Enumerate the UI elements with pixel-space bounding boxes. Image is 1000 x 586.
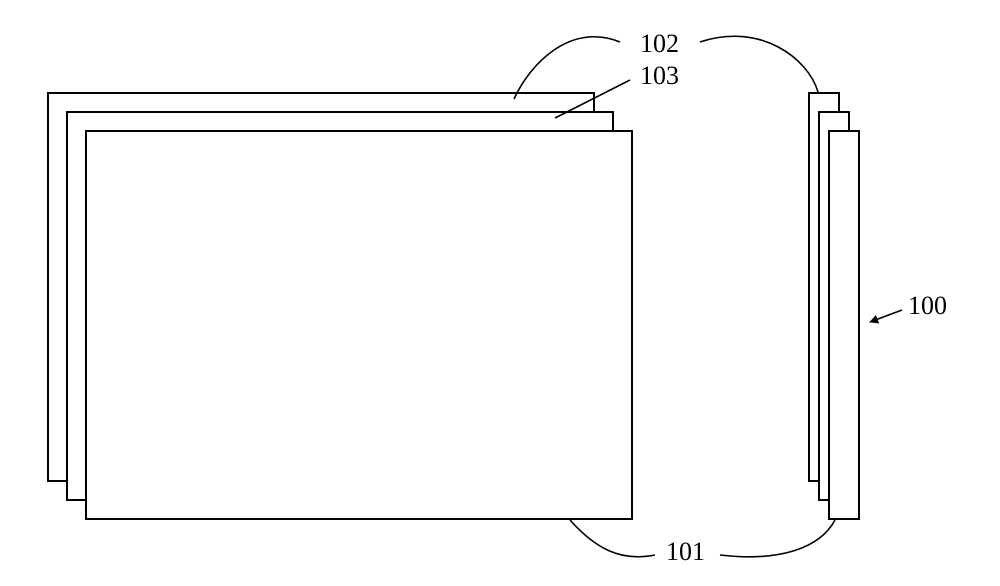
leader-101-right xyxy=(720,520,835,557)
label-100: 100 xyxy=(908,291,947,320)
label-101: 101 xyxy=(666,537,705,566)
leader-102-right xyxy=(700,36,818,92)
leader-101-left xyxy=(570,520,655,557)
leader-102-left xyxy=(514,37,620,99)
label-103: 103 xyxy=(640,61,679,90)
left-panel-front xyxy=(86,131,632,519)
label-102: 102 xyxy=(640,29,679,58)
right-slab-front xyxy=(829,131,859,519)
arrow-100 xyxy=(870,310,902,322)
